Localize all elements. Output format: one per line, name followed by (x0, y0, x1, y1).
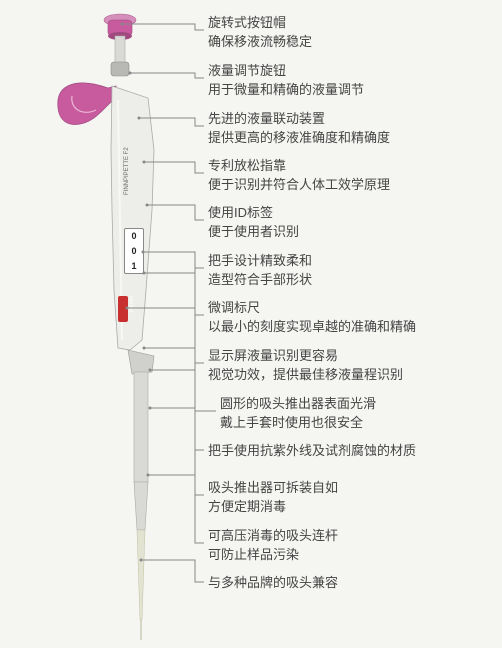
callout-text: 专利放松指靠 便于识别并符合人体工效学原理 (208, 157, 390, 195)
callout-text: 液量调节旋钮 用于微量和精确的液量调节 (208, 62, 364, 100)
callouts-layer: 旋转式按钮帽 确保移液流畅稳定液量调节旋钮 用于微量和精确的液量调节先进的液量联… (0, 0, 502, 648)
callout-text: 先进的液量联动装置 提供更高的移液准确度和精确度 (208, 110, 390, 148)
leader-line (0, 0, 502, 648)
callout-text: 吸头推出器可拆装自如 方便定期消毒 (208, 479, 338, 517)
callout-text: 使用ID标签 便于使用者识别 (208, 204, 299, 242)
callout-text: 显示屏液量识别更容易 视觉功效，提供最佳移液量程识别 (208, 347, 403, 385)
callout-text: 微调标尺 以最小的刻度实现卓越的准确和精确 (208, 299, 416, 337)
leader-line (0, 0, 502, 648)
leader-line (0, 0, 502, 648)
leader-line (0, 0, 502, 648)
leader-line (0, 0, 502, 648)
leader-line (0, 0, 502, 648)
leader-line (0, 0, 502, 648)
leader-line (0, 0, 502, 648)
leader-line (0, 0, 502, 648)
callout-text: 可高压消毒的吸头连杆 可防止样品污染 (208, 527, 338, 565)
callout-text: 与多种品牌的吸头兼容 (208, 574, 338, 593)
leader-line (0, 0, 502, 648)
leader-line (0, 0, 502, 648)
leader-line (0, 0, 502, 648)
callout-text: 把手使用抗紫外线及试剂腐蚀的材质 (208, 442, 416, 461)
callout-text: 旋转式按钮帽 确保移液流畅稳定 (208, 14, 312, 52)
leader-line (0, 0, 502, 648)
callout-text: 把手设计精致柔和 造型符合手部形状 (208, 252, 312, 290)
callout-text: 圆形的吸头推出器表面光滑 戴上手套时使用也很安全 (220, 395, 376, 433)
